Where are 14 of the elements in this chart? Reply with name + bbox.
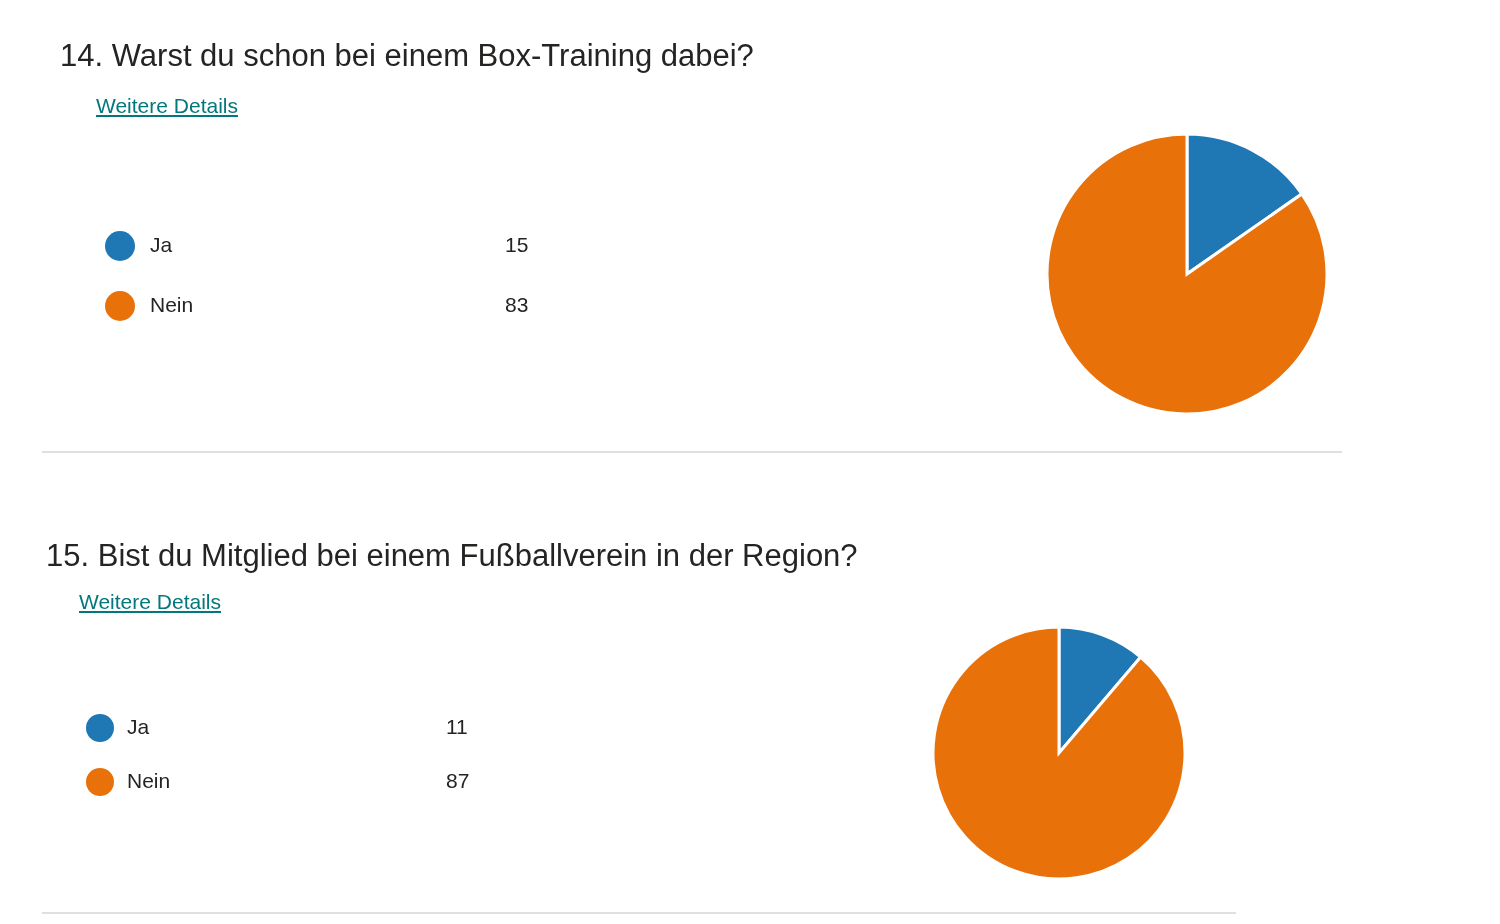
legend-label: Nein	[127, 769, 171, 793]
legend-label: Nein	[150, 293, 194, 317]
data-label: 15	[505, 233, 529, 257]
pie-slice	[1045, 132, 1329, 416]
data-label: 11	[446, 715, 468, 739]
data-label: 87	[446, 769, 470, 793]
text: Weitere Details	[79, 590, 221, 614]
text: Weitere Details	[96, 94, 238, 118]
data-label: 83	[505, 293, 529, 317]
chart-title: 14. Warst du schon bei einem Box-Training dabei?	[60, 38, 754, 74]
legend-label: Ja	[150, 233, 173, 257]
chart-title: 15. Bist du Mitglied bei einem Fußballverein in der Region?	[46, 538, 858, 574]
pie-slice	[931, 625, 1187, 881]
legend-label: Ja	[127, 715, 150, 739]
